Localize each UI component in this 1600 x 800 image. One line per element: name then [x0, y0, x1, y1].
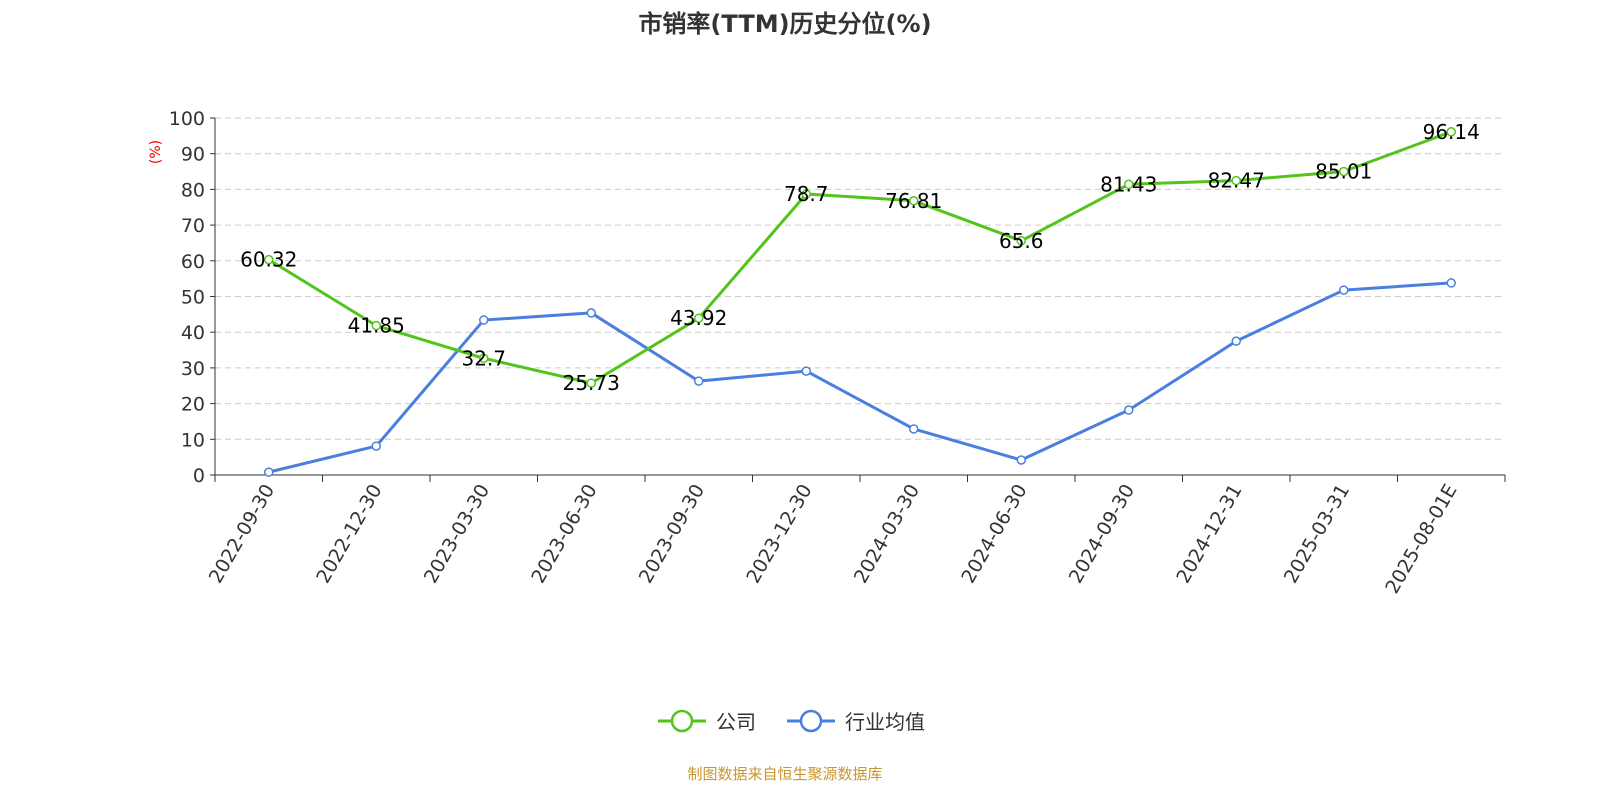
- chart-title: 市销率(TTM)历史分位(%): [638, 10, 931, 38]
- data-point: [694, 376, 704, 386]
- y-tick-label: 0: [193, 465, 205, 487]
- x-tick-label: 2022-09-30: [205, 481, 279, 588]
- data-point: [1339, 166, 1349, 177]
- data-label: 81.43: [1100, 172, 1157, 196]
- data-point: [1446, 127, 1456, 137]
- y-tick-label: 50: [181, 287, 205, 309]
- data-label: 43.92: [670, 306, 727, 330]
- legend-industry-label[interactable]: 行业均值: [845, 710, 925, 734]
- data-point: [1339, 285, 1349, 295]
- data-point: [371, 441, 381, 451]
- y-tick-label: 100: [169, 108, 205, 130]
- data-point: [479, 353, 489, 364]
- legend-company-marker: [670, 709, 694, 733]
- data-point: [479, 315, 489, 325]
- x-tick-label: 2025-03-31: [1280, 481, 1354, 588]
- y-tick-label: 70: [181, 215, 205, 237]
- y-tick-label: 40: [181, 322, 205, 344]
- x-tick-label: 2023-12-30: [742, 481, 816, 588]
- x-tick-label: 2024-09-30: [1065, 481, 1139, 588]
- data-label: 78.7: [784, 182, 829, 206]
- y-tick-label: 90: [181, 144, 205, 166]
- x-tick-label: 2022-12-30: [312, 481, 386, 588]
- legend-industry-marker: [799, 709, 823, 733]
- data-label: 32.7: [461, 346, 506, 370]
- legend: 公司 行业均值: [658, 709, 925, 734]
- data-point: [264, 467, 274, 477]
- legend-company-label[interactable]: 公司: [716, 710, 756, 734]
- data-label: 96.14: [1423, 120, 1480, 144]
- data-label: 76.81: [885, 189, 942, 213]
- y-tick-label: 20: [181, 394, 205, 416]
- data-point: [694, 313, 704, 323]
- data-point: [909, 424, 919, 434]
- y-tick-label: 30: [181, 358, 205, 380]
- data-label: 85.01: [1315, 160, 1372, 184]
- y-tick-label: 80: [181, 179, 205, 201]
- y-tick-label: 10: [181, 429, 205, 451]
- y-axis-label: (%): [148, 140, 164, 164]
- data-point: [1446, 278, 1456, 288]
- x-tick-label: 2024-12-31: [1172, 481, 1246, 588]
- x-tick-label: 2024-06-30: [957, 481, 1031, 588]
- data-point: [909, 196, 919, 206]
- data-point: [801, 189, 811, 199]
- data-point: [1231, 336, 1241, 346]
- data-point: [586, 378, 596, 388]
- x-tick-label: 2025-08-01E: [1381, 481, 1461, 598]
- y-tick-label: 60: [181, 251, 205, 273]
- data-point: [1016, 455, 1026, 465]
- x-tick-label: 2024-03-30: [850, 481, 924, 588]
- data-point: [371, 320, 381, 331]
- x-tick-label: 2023-09-30: [635, 481, 709, 588]
- data-label: 60.32: [240, 248, 297, 272]
- x-tick-label: 2023-06-30: [527, 481, 601, 588]
- data-label: 65.6: [999, 229, 1044, 253]
- data-point: [586, 308, 596, 318]
- data-point: [801, 366, 811, 376]
- data-label: 82.47: [1208, 169, 1265, 193]
- data-point: [1124, 179, 1134, 190]
- data-point: [1124, 405, 1134, 415]
- data-label: 41.85: [348, 314, 405, 338]
- series-line: [268, 281, 1452, 474]
- x-tick-label: 2023-03-30: [420, 481, 494, 588]
- data-label: 25.73: [563, 371, 620, 395]
- source-note: 制图数据来自恒生聚源数据库: [687, 765, 882, 783]
- data-point: [264, 254, 274, 265]
- data-point: [1231, 175, 1241, 186]
- data-point: [1016, 236, 1026, 246]
- series-line: [267, 130, 1452, 385]
